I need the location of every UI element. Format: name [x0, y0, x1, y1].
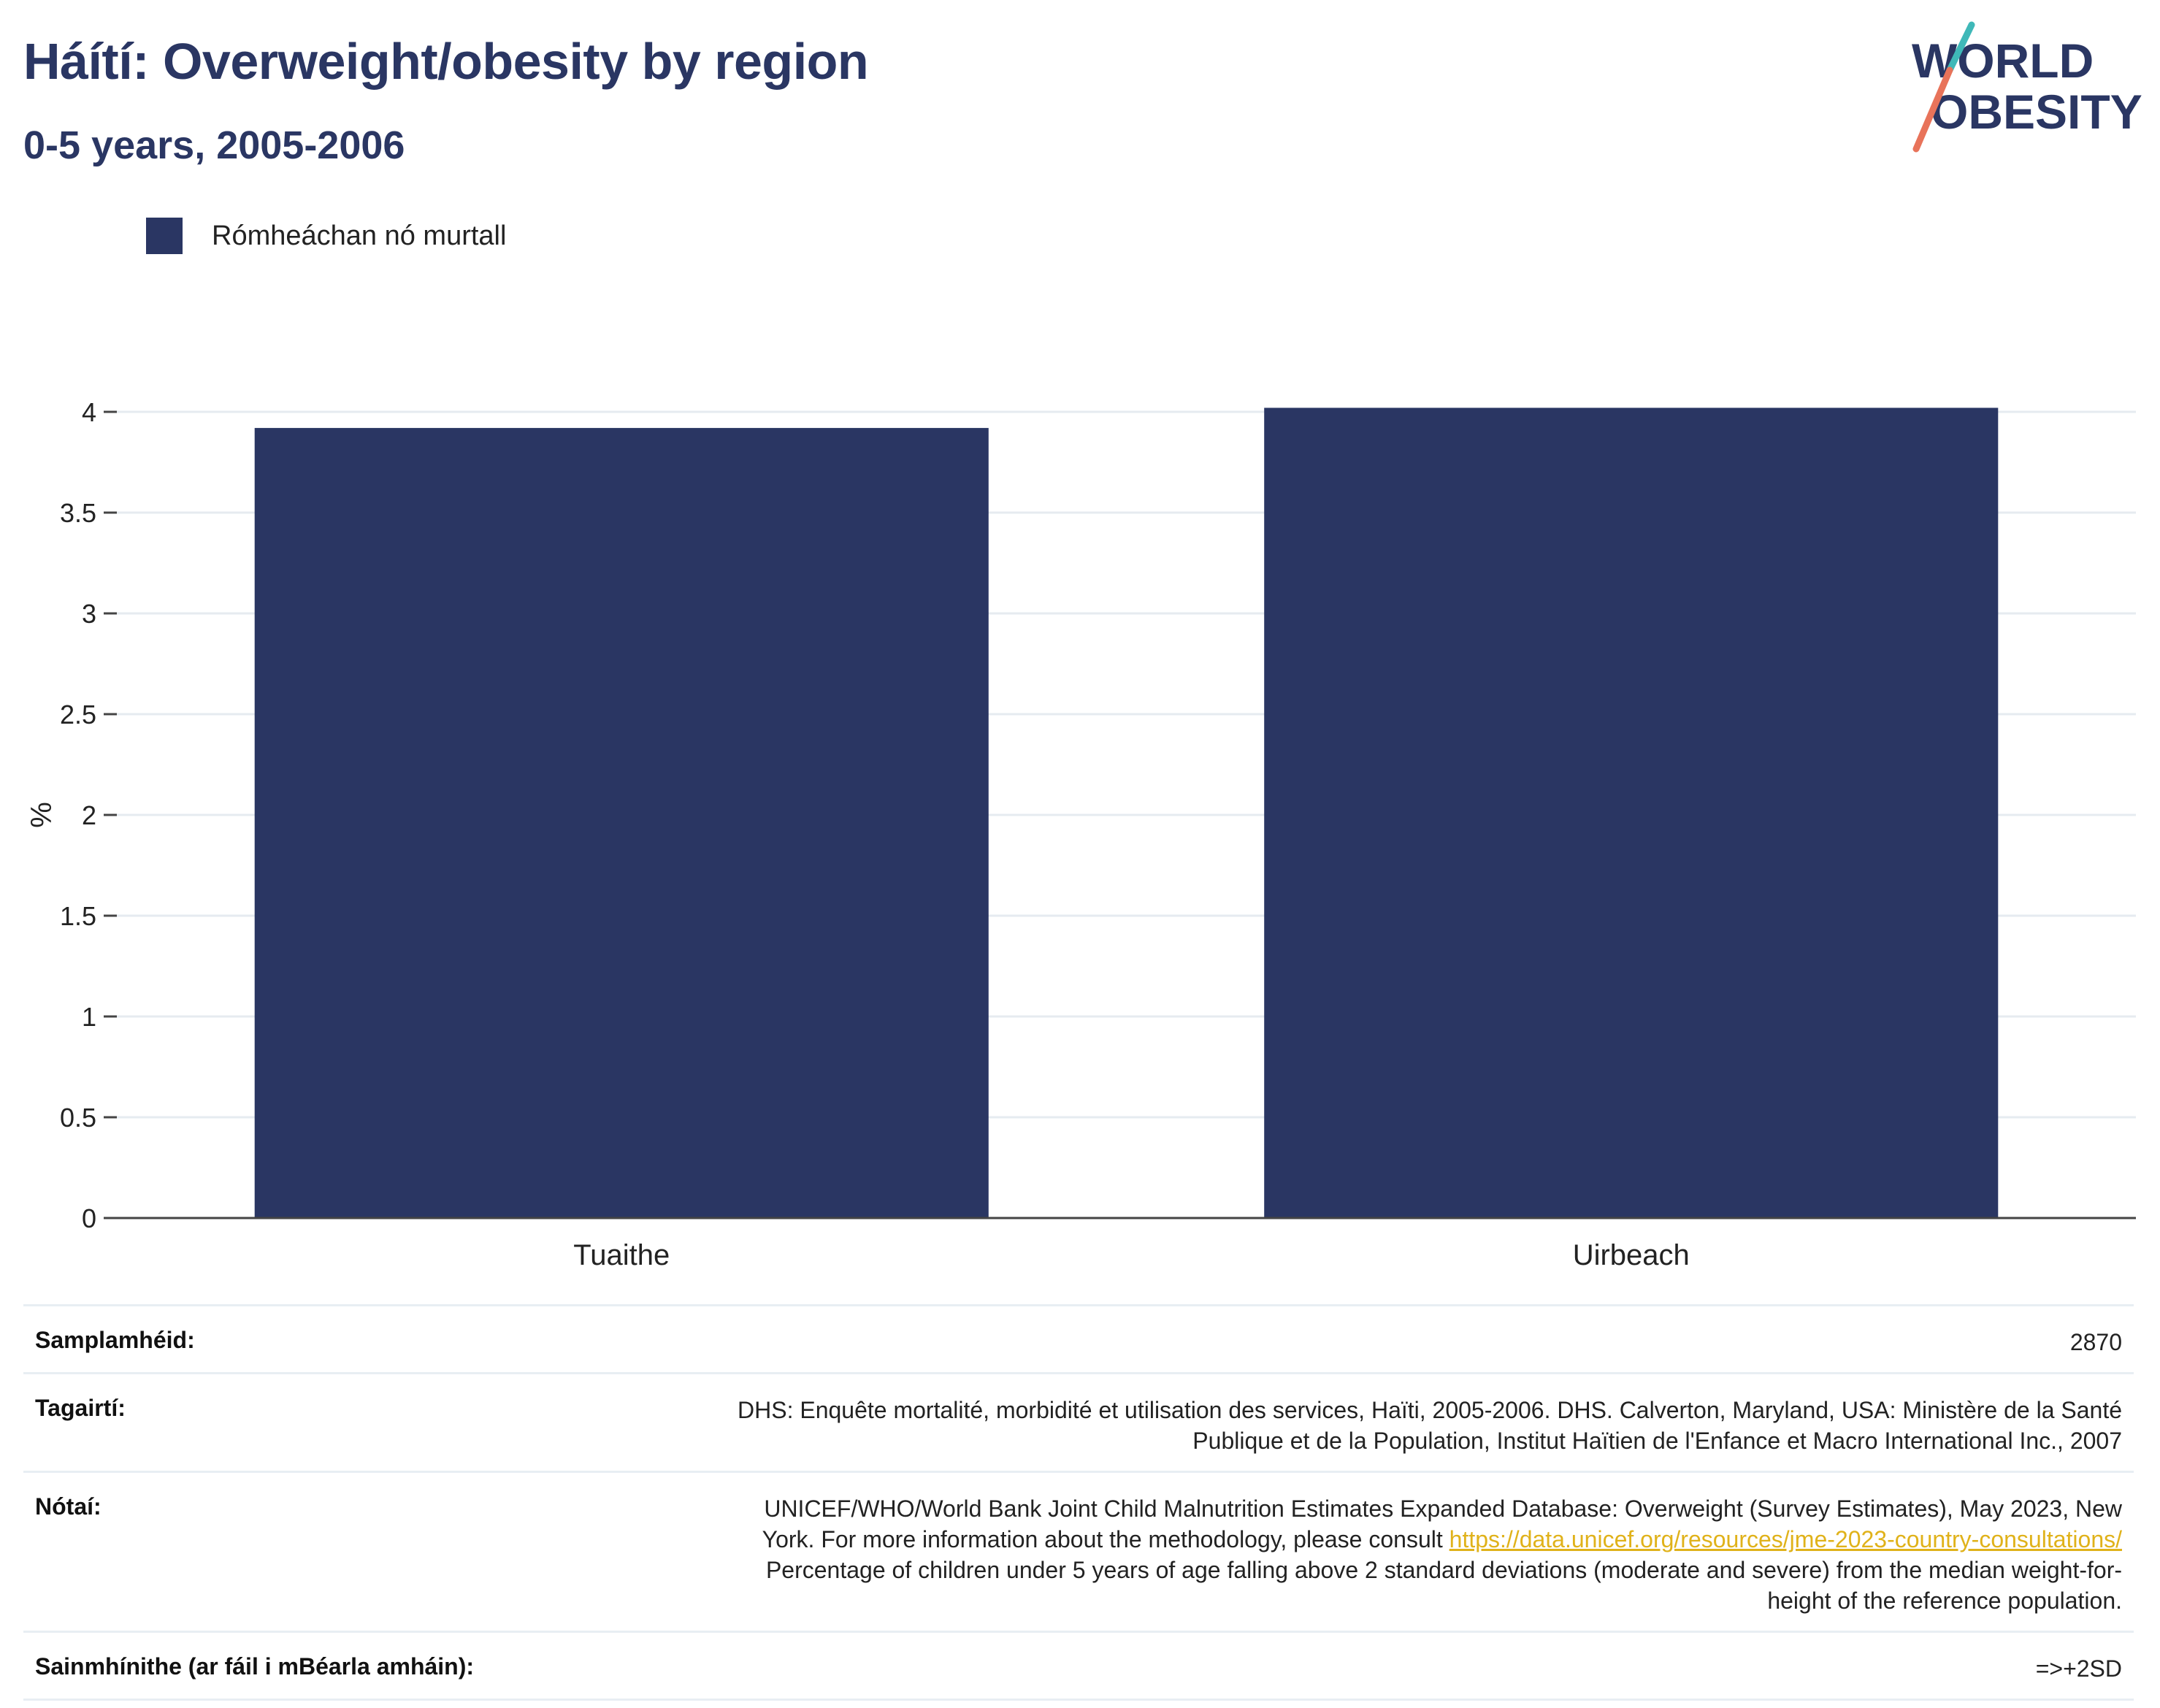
legend-label: Rómheáchan nó murtall [212, 220, 507, 251]
notes-line-1: UNICEF/WHO/World Bank Joint Child Malnut… [764, 1496, 2122, 1522]
definitions-value: =>+2SD [2035, 1655, 2122, 1682]
world-obesity-logo: WORLD OBESITY [1912, 21, 2142, 153]
notes-label: Nótaí: [35, 1493, 102, 1520]
chart-legend: Rómheáchan nó murtall [146, 218, 506, 254]
y-tick-label: 3.5 [60, 498, 96, 528]
definitions-row: Sainmhínithe (ar fáil i mBéarla amháin):… [23, 1631, 2134, 1701]
notes-line-3: Percentage of children under 5 years of … [765, 1557, 2122, 1583]
y-tick-label: 1 [82, 1002, 96, 1032]
notes-value: UNICEF/WHO/World Bank Joint Child Malnut… [762, 1493, 2122, 1616]
y-tick-label: 0 [82, 1203, 96, 1233]
chart-title: Háítí: Overweight/obesity by region [23, 33, 869, 90]
sample-size-value: 2870 [2069, 1329, 2122, 1355]
svg-text:WORLD: WORLD [1912, 34, 2094, 88]
bar [1264, 407, 1999, 1218]
x-tick-label: Uirbeach [1573, 1239, 1690, 1271]
y-tick-label: 1.5 [60, 901, 96, 931]
sample-size-row: Samplamhéid: 2870 [23, 1304, 2134, 1372]
metadata-table: Samplamhéid: 2870 Tagairtí: DHS: Enquête… [23, 1304, 2134, 1701]
legend-swatch [146, 218, 183, 254]
bar [254, 428, 989, 1218]
references-line-1: DHS: Enquête mortalité, morbidité et uti… [738, 1397, 2122, 1423]
y-tick-label: 2 [82, 800, 96, 830]
svg-text:OBESITY: OBESITY [1931, 85, 2142, 139]
y-tick-label: 4 [82, 397, 96, 427]
references-label: Tagairtí: [35, 1395, 126, 1421]
notes-line-4: height of the reference population. [1767, 1588, 2122, 1614]
methodology-link[interactable]: https://data.unicef.org/resources/jme-20… [1449, 1526, 2122, 1552]
notes-line-2: York. For more information about the met… [762, 1526, 1449, 1552]
sample-size-label: Samplamhéid: [35, 1327, 195, 1353]
definitions-label: Sainmhínithe (ar fáil i mBéarla amháin): [35, 1653, 475, 1680]
y-tick-label: 2.5 [60, 700, 96, 729]
notes-row: Nótaí: UNICEF/WHO/World Bank Joint Child… [23, 1471, 2134, 1631]
references-line-2: Publique et de la Population, Institut H… [1192, 1428, 2122, 1454]
references-row: Tagairtí: DHS: Enquête mortalité, morbid… [23, 1372, 2134, 1471]
y-axis-label: % [26, 802, 58, 828]
references-value: DHS: Enquête mortalité, morbidité et uti… [738, 1395, 2122, 1456]
y-tick-label: 0.5 [60, 1103, 96, 1133]
chart-subtitle: 0-5 years, 2005-2006 [23, 123, 405, 167]
x-tick-label: Tuaithe [573, 1239, 670, 1271]
y-tick-label: 3 [82, 599, 96, 629]
bar-chart: 0 0.5 1 1.5 2 2.5 3 3.5 4 Tuaithe Uirbeach% [26, 397, 2136, 1271]
